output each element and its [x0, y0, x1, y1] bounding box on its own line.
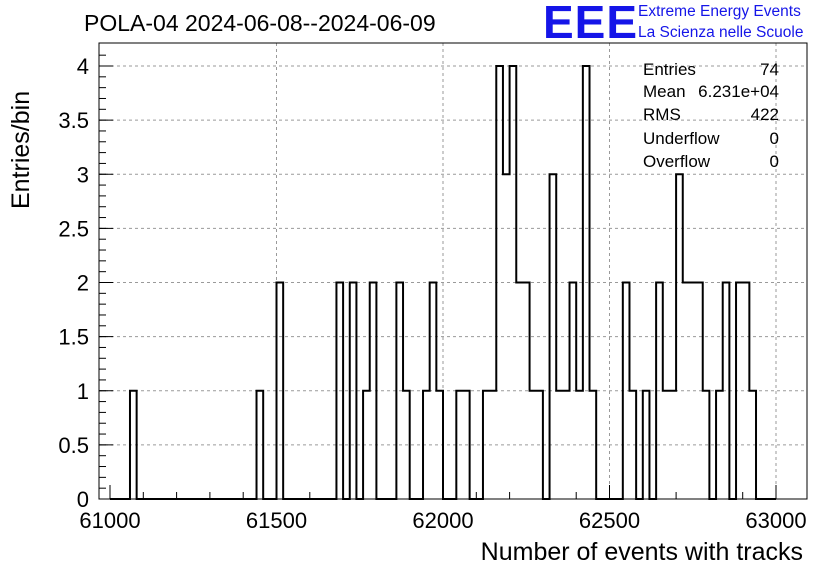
eee-logo: EEE	[543, 0, 639, 48]
stat-overflow-value: 0	[769, 152, 779, 171]
y-tick-label: 1.5	[58, 325, 89, 350]
grid-lines	[99, 43, 807, 499]
y-axis-ticks: 0 0.5 1 1.5 2 2.5 3 3.5 4	[58, 54, 113, 512]
y-tick-label: 2.5	[58, 216, 89, 241]
stat-entries-value: 74	[760, 60, 779, 79]
x-axis-ticks: 61000 61500 62000 62500 63000	[79, 485, 807, 533]
x-tick-label: 61500	[246, 508, 307, 533]
y-tick-label: 2	[77, 271, 89, 296]
stat-entries-label: Entries	[643, 60, 696, 79]
y-tick-label: 1	[77, 379, 89, 404]
y-axis-title: Entries/bin	[7, 90, 35, 209]
chart-title: POLA-04 2024-06-08--2024-06-09	[84, 10, 436, 36]
logo-line-2: La Scienza nelle Scuole	[638, 24, 804, 41]
y-tick-label: 3	[77, 162, 89, 187]
y-tick-label: 0	[77, 487, 89, 512]
stat-mean-value: 6.231e+04	[698, 82, 779, 101]
y-tick-label: 4	[77, 54, 89, 79]
x-axis-title: Number of events with tracks	[480, 538, 803, 566]
plot-frame	[98, 42, 808, 500]
stat-underflow-value: 0	[769, 129, 779, 148]
stat-overflow-label: Overflow	[643, 152, 711, 171]
stat-mean-label: Mean	[643, 82, 686, 101]
logo-line-1: Extreme Energy Events	[638, 3, 801, 20]
stat-underflow-label: Underflow	[643, 129, 720, 148]
x-tick-label: 63000	[745, 508, 806, 533]
x-tick-label: 62500	[579, 508, 640, 533]
stat-rms-value: 422	[750, 105, 779, 124]
y-tick-label: 0.5	[58, 433, 89, 458]
x-tick-label: 62000	[412, 508, 473, 533]
x-tick-label: 61000	[79, 508, 140, 533]
y-tick-label: 3.5	[58, 108, 89, 133]
stat-rms-label: RMS	[643, 105, 681, 124]
